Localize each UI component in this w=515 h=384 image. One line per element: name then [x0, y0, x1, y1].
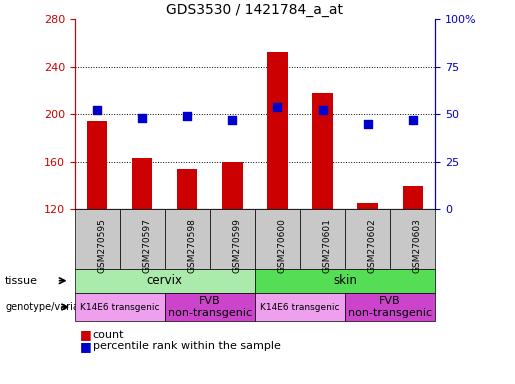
Text: genotype/variation: genotype/variation [5, 302, 98, 312]
Text: cervix: cervix [147, 274, 183, 287]
Text: GSM270600: GSM270600 [278, 218, 286, 273]
Text: GSM270602: GSM270602 [368, 218, 376, 273]
Text: GSM270599: GSM270599 [232, 218, 242, 273]
Text: GSM270598: GSM270598 [187, 218, 196, 273]
Point [138, 115, 146, 121]
Text: K14E6 transgenic: K14E6 transgenic [80, 303, 160, 311]
Bar [403, 185, 423, 209]
Text: FVB
non-transgenic: FVB non-transgenic [348, 296, 432, 318]
Point [228, 117, 236, 123]
Bar [87, 121, 107, 209]
Text: FVB
non-transgenic: FVB non-transgenic [168, 296, 252, 318]
Title: GDS3530 / 1421784_a_at: GDS3530 / 1421784_a_at [166, 3, 344, 17]
Point [183, 113, 192, 119]
Point [408, 117, 417, 123]
Text: percentile rank within the sample: percentile rank within the sample [93, 341, 281, 351]
Bar [222, 162, 243, 209]
Point [364, 121, 372, 127]
Text: count: count [93, 330, 124, 340]
Text: ■: ■ [80, 328, 92, 341]
Bar [132, 158, 152, 209]
Text: GSM270595: GSM270595 [97, 218, 106, 273]
Text: tissue: tissue [5, 276, 38, 286]
Bar [267, 53, 287, 209]
Text: GSM270597: GSM270597 [142, 218, 151, 273]
Text: skin: skin [333, 274, 357, 287]
Text: K14E6 transgenic: K14E6 transgenic [260, 303, 340, 311]
Bar [357, 204, 377, 209]
Point [318, 108, 327, 114]
Text: GSM270601: GSM270601 [322, 218, 332, 273]
Bar [177, 169, 197, 209]
Text: GSM270603: GSM270603 [413, 218, 422, 273]
Bar [313, 93, 333, 209]
Point [93, 108, 101, 114]
Text: ■: ■ [80, 340, 92, 353]
Point [273, 104, 282, 110]
